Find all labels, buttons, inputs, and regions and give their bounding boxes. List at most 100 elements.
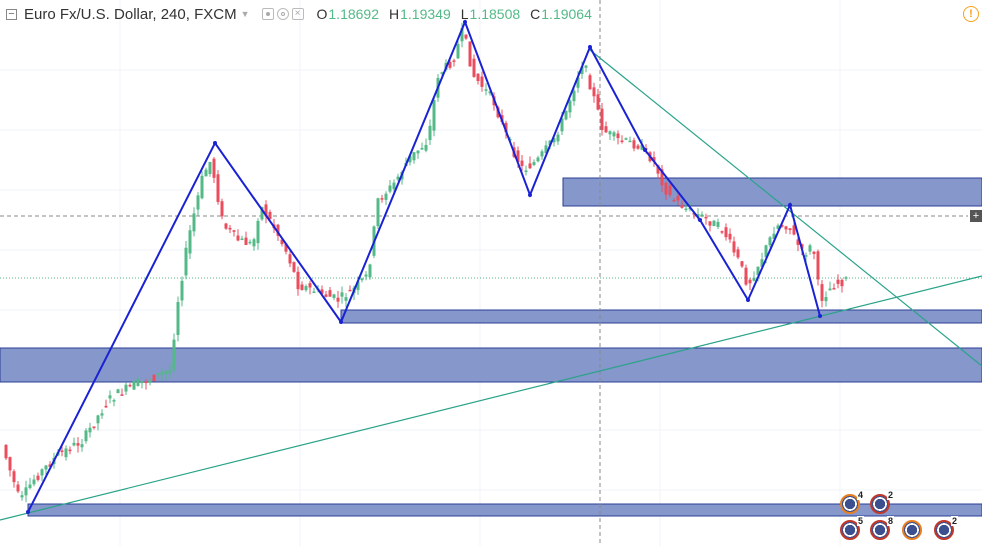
candle-body bbox=[132, 381, 136, 390]
candle bbox=[192, 207, 196, 237]
add-price-label-icon[interactable]: + bbox=[970, 210, 982, 222]
candle bbox=[616, 130, 620, 145]
candle-body bbox=[288, 254, 292, 264]
candle-body bbox=[420, 148, 424, 150]
candle-body bbox=[468, 41, 472, 67]
candle bbox=[428, 119, 432, 145]
candle bbox=[584, 64, 588, 73]
candle-body bbox=[480, 76, 484, 87]
candle bbox=[832, 283, 836, 290]
candle bbox=[336, 290, 340, 308]
candle-body bbox=[440, 72, 444, 74]
candle bbox=[164, 370, 168, 381]
candle-body bbox=[580, 66, 584, 74]
candle-body bbox=[476, 73, 480, 81]
zigzag-line bbox=[27, 19, 821, 513]
candle bbox=[816, 249, 820, 286]
us-event-icon[interactable]: 5 bbox=[840, 516, 865, 540]
eu-event-icon[interactable] bbox=[902, 520, 922, 540]
candle-body bbox=[348, 289, 352, 292]
us-event-icon[interactable]: 8 bbox=[870, 516, 895, 540]
candle-body bbox=[100, 413, 104, 416]
candle-body bbox=[300, 284, 304, 290]
candle bbox=[288, 250, 292, 268]
candle bbox=[120, 388, 124, 396]
event-count-badge: 2 bbox=[951, 516, 959, 526]
candle bbox=[424, 138, 428, 153]
candle bbox=[632, 137, 636, 152]
candle-body bbox=[804, 255, 808, 257]
candle bbox=[216, 170, 220, 205]
alert-icon[interactable]: ! bbox=[963, 6, 979, 22]
candle-body bbox=[700, 214, 704, 217]
candle-body bbox=[748, 279, 752, 284]
candle-body bbox=[828, 288, 832, 291]
candle-body bbox=[588, 75, 592, 90]
candle-body bbox=[640, 144, 644, 150]
us-event-icon[interactable]: 2 bbox=[934, 516, 959, 540]
candle-body bbox=[740, 261, 744, 267]
close-icon[interactable]: × bbox=[291, 8, 304, 20]
candle-body bbox=[180, 280, 184, 301]
candle bbox=[332, 293, 336, 301]
candle-body bbox=[672, 200, 676, 202]
candle bbox=[304, 284, 308, 292]
candle-body bbox=[472, 58, 476, 77]
candle bbox=[84, 428, 88, 444]
candle bbox=[36, 472, 40, 482]
candle-body bbox=[544, 145, 548, 154]
candle-body bbox=[704, 216, 708, 219]
candle bbox=[572, 88, 576, 106]
symbol-title[interactable]: Euro Fx/U.S. Dollar, 240, FXCM bbox=[24, 5, 237, 23]
candle bbox=[296, 266, 300, 296]
candle-body bbox=[380, 198, 384, 200]
eu-event-icon[interactable]: 4 bbox=[840, 490, 865, 514]
candle-body bbox=[596, 94, 600, 110]
candle bbox=[620, 135, 624, 144]
candle-body bbox=[808, 245, 812, 252]
candle-body bbox=[656, 165, 660, 174]
candle bbox=[292, 261, 296, 273]
candle-body bbox=[840, 279, 844, 287]
candle bbox=[364, 271, 368, 281]
candle-body bbox=[728, 233, 732, 240]
candle bbox=[684, 202, 688, 212]
candle-body bbox=[576, 77, 580, 88]
candle bbox=[568, 99, 572, 118]
candle-body bbox=[844, 277, 848, 279]
candle-body bbox=[212, 158, 216, 178]
candle-body bbox=[152, 374, 156, 382]
candle bbox=[552, 137, 556, 147]
chevron-down-icon[interactable]: ▼ bbox=[240, 9, 250, 19]
candle bbox=[744, 264, 748, 286]
candle bbox=[124, 382, 128, 395]
candle bbox=[112, 398, 116, 407]
candle-body bbox=[324, 294, 328, 297]
candle-body bbox=[368, 264, 372, 278]
gear-icon[interactable] bbox=[276, 8, 289, 20]
candle-body bbox=[172, 339, 176, 370]
eye-icon[interactable] bbox=[261, 8, 274, 20]
open-key: O bbox=[316, 6, 328, 22]
candle-body bbox=[60, 450, 64, 452]
collapse-legend-icon[interactable]: − bbox=[6, 8, 17, 20]
candle bbox=[92, 426, 96, 430]
candle-body bbox=[292, 262, 296, 272]
candle bbox=[252, 237, 256, 251]
candle bbox=[144, 379, 148, 390]
us-event-icon[interactable]: 2 bbox=[870, 490, 895, 514]
candle bbox=[324, 291, 328, 298]
candle-body bbox=[776, 225, 780, 229]
candle-body bbox=[504, 122, 508, 133]
candle-body bbox=[192, 213, 196, 232]
candle bbox=[716, 218, 720, 229]
candle-body bbox=[488, 91, 492, 94]
candle-body bbox=[572, 90, 576, 102]
candle bbox=[840, 278, 844, 293]
candle bbox=[184, 240, 188, 280]
candle-body bbox=[128, 384, 132, 387]
candle bbox=[484, 83, 488, 96]
candle bbox=[412, 151, 416, 164]
